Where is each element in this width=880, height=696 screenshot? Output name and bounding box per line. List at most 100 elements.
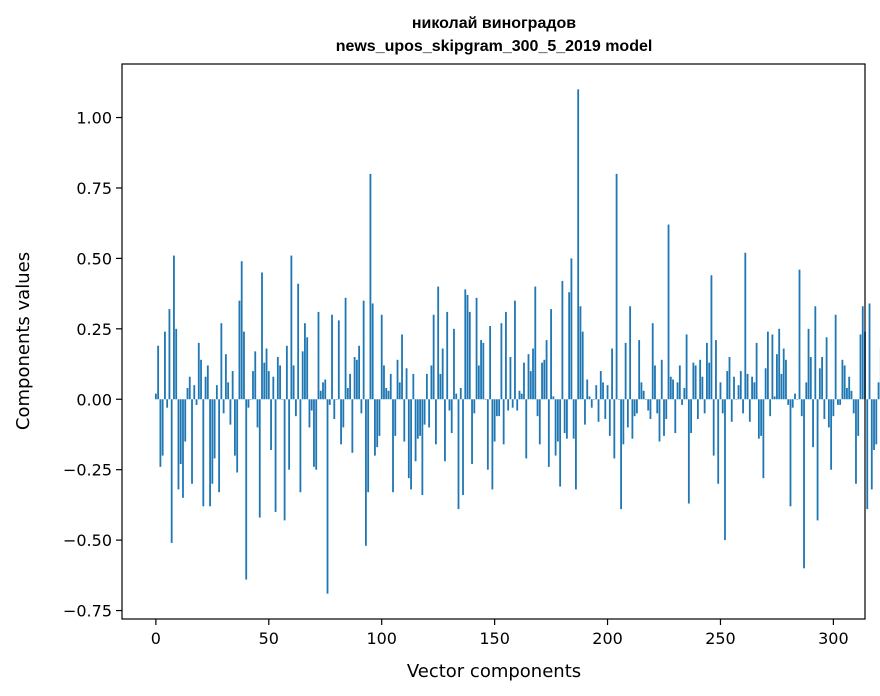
bar <box>222 399 225 414</box>
bar <box>866 399 869 510</box>
bar <box>326 399 329 594</box>
bar <box>541 362 543 400</box>
bar <box>446 311 449 400</box>
bar <box>818 368 821 400</box>
bar <box>753 382 756 400</box>
bar <box>491 399 494 490</box>
bar <box>466 295 469 400</box>
bar <box>726 371 729 400</box>
bar <box>380 314 383 400</box>
bar <box>220 323 223 400</box>
bar <box>791 399 794 408</box>
bar <box>613 399 616 459</box>
bar <box>256 399 259 428</box>
bar <box>640 382 643 400</box>
x-tick-label: 150 <box>479 629 510 648</box>
bar <box>331 314 333 400</box>
bar <box>834 314 837 400</box>
bar <box>362 300 365 400</box>
bar <box>240 261 243 400</box>
bar <box>559 399 562 487</box>
y-axis-label: Components values <box>13 252 34 430</box>
bar <box>719 382 722 400</box>
bar <box>166 399 169 408</box>
bar <box>556 399 559 442</box>
bar <box>807 328 810 400</box>
bar <box>301 351 304 400</box>
bar <box>444 399 446 462</box>
bar <box>394 399 397 436</box>
y-tick-label: 1.00 <box>76 109 112 128</box>
bar <box>495 399 498 417</box>
bar <box>757 399 760 439</box>
bar <box>656 399 659 414</box>
bar <box>604 399 607 419</box>
bar <box>787 399 790 405</box>
bar <box>728 356 731 400</box>
bar <box>324 379 327 400</box>
bar <box>360 399 363 414</box>
bar <box>843 365 846 400</box>
bar <box>658 399 661 442</box>
bar <box>581 331 584 400</box>
bar <box>209 399 211 507</box>
bar <box>439 373 442 400</box>
bar <box>344 297 347 400</box>
bar <box>518 390 521 400</box>
bar <box>195 399 198 405</box>
bar <box>179 399 182 465</box>
bar <box>281 399 284 400</box>
bar <box>252 371 254 400</box>
bar <box>297 283 300 400</box>
bar <box>498 399 501 417</box>
bar <box>543 359 546 400</box>
bar <box>374 399 376 456</box>
bar <box>742 399 744 414</box>
bar <box>547 399 550 467</box>
bar <box>809 356 812 400</box>
bar <box>622 399 625 445</box>
bar <box>197 342 200 400</box>
bar <box>868 303 871 400</box>
bar <box>525 399 528 459</box>
bar <box>191 399 193 484</box>
bar <box>608 399 611 436</box>
bar <box>376 399 379 448</box>
bar <box>523 362 525 400</box>
bar <box>696 399 699 419</box>
bar <box>170 399 173 543</box>
bar <box>416 399 419 439</box>
bar <box>873 399 875 450</box>
bar <box>665 399 668 419</box>
bar <box>459 387 462 400</box>
bar <box>412 373 415 400</box>
bar <box>746 373 749 400</box>
x-tick-label: 100 <box>366 629 397 648</box>
bar <box>346 387 349 400</box>
bar <box>529 371 532 400</box>
bar <box>712 399 715 456</box>
bar <box>419 399 422 436</box>
bar <box>186 387 189 400</box>
y-tick-label: 0.00 <box>76 390 112 409</box>
bar <box>206 365 209 400</box>
bar <box>378 399 381 436</box>
bar <box>315 399 318 470</box>
bar <box>457 399 460 510</box>
bar <box>299 399 302 493</box>
y-tick-label: 0.25 <box>76 320 112 339</box>
bar <box>645 399 647 400</box>
bar <box>721 399 724 414</box>
bar <box>229 399 232 425</box>
bar <box>538 399 541 445</box>
bar <box>832 399 835 417</box>
bar <box>744 252 747 400</box>
bar <box>514 300 516 400</box>
y-axis-ticks: −0.75 −0.50 −0.25 0.00 0.25 0.50 0.75 1.00 <box>63 109 122 621</box>
bar <box>432 314 435 400</box>
bar <box>629 306 632 400</box>
bar <box>502 399 505 445</box>
bar <box>692 362 695 400</box>
bar <box>215 385 218 400</box>
